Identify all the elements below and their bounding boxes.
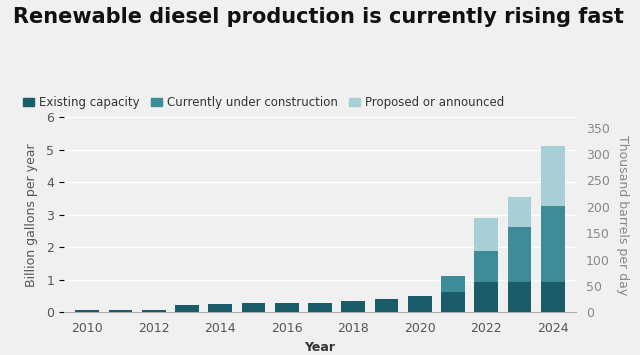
Bar [541,206,564,282]
Bar [208,304,232,312]
Y-axis label: Billion gallons per year: Billion gallons per year [25,143,38,286]
Bar [142,310,166,312]
Bar [474,218,498,251]
Text: Renewable diesel production is currently rising fast: Renewable diesel production is currently… [13,7,623,27]
Bar [308,303,332,312]
Bar [508,228,531,282]
Bar [474,251,498,282]
Bar [241,303,266,312]
Bar [275,303,299,312]
Bar [474,282,498,312]
Bar [341,301,365,312]
Bar [441,276,465,292]
Bar [408,296,432,312]
Bar [441,292,465,312]
Bar [374,299,399,312]
Y-axis label: Thousand barrels per day: Thousand barrels per day [616,135,629,295]
Bar [541,282,564,312]
Bar [175,305,199,312]
Bar [109,310,132,312]
Bar [541,146,564,206]
X-axis label: Year: Year [305,341,335,354]
Bar [508,282,531,312]
Bar [76,310,99,312]
Bar [508,197,531,228]
Legend: Existing capacity, Currently under construction, Proposed or announced: Existing capacity, Currently under const… [19,91,509,114]
